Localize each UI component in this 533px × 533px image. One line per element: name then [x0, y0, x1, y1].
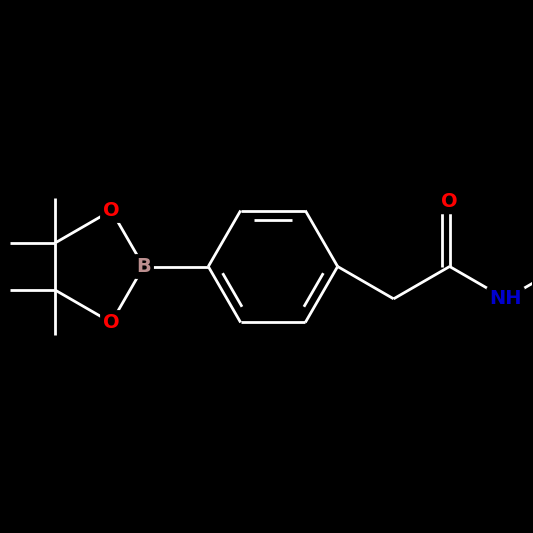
Text: O: O: [103, 201, 119, 220]
Text: O: O: [103, 313, 119, 332]
Text: O: O: [441, 192, 458, 212]
Text: B: B: [136, 257, 151, 276]
Text: NH: NH: [489, 289, 522, 308]
